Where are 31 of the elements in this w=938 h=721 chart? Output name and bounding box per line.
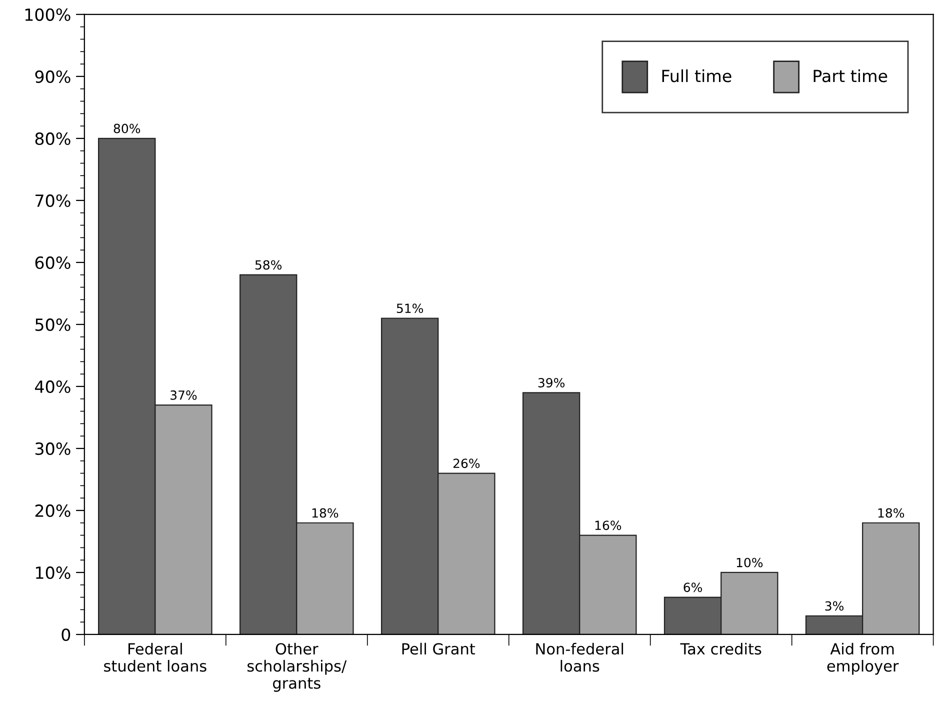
- x-tick-label: Other scholarships/ grants: [247, 642, 347, 692]
- data-label: 18%: [878, 508, 904, 518]
- x-tick-label: Federal student loans: [104, 642, 206, 672]
- x-tick-label: Aid from employer: [827, 642, 899, 675]
- legend-label: Full time: [662, 69, 732, 82]
- y-tick-label: 30%: [35, 442, 70, 456]
- y-tick-label: 80%: [35, 132, 70, 145]
- x-tick-label: Tax credits: [680, 642, 762, 655]
- data-label: 37%: [170, 390, 197, 400]
- y-tick-label: 20%: [35, 504, 70, 518]
- y-tick-label: 0: [62, 628, 70, 642]
- x-tick-label: Non-federal loans: [536, 642, 624, 672]
- data-label: 16%: [595, 520, 622, 530]
- y-tick-label: 60%: [35, 256, 70, 270]
- data-label: 80%: [114, 124, 140, 134]
- y-tick-label: 90%: [35, 70, 70, 83]
- x-tick-label: Pell Grant: [402, 642, 476, 655]
- data-label: 18%: [312, 508, 338, 518]
- data-label: 39%: [538, 378, 565, 388]
- data-label: 26%: [453, 458, 480, 468]
- data-label: 51%: [396, 304, 424, 314]
- data-label: 6%: [684, 582, 702, 592]
- data-label: 10%: [736, 558, 763, 568]
- data-label: 58%: [255, 260, 282, 270]
- y-tick-label: 40%: [34, 380, 70, 394]
- y-tick-label: 100%: [25, 8, 70, 21]
- legend-label: Part time: [814, 69, 888, 82]
- y-tick-label: 50%: [35, 318, 70, 332]
- y-tick-label: 10%: [36, 566, 70, 580]
- data-label: 3%: [825, 601, 844, 611]
- y-tick-label: 70%: [36, 194, 70, 208]
